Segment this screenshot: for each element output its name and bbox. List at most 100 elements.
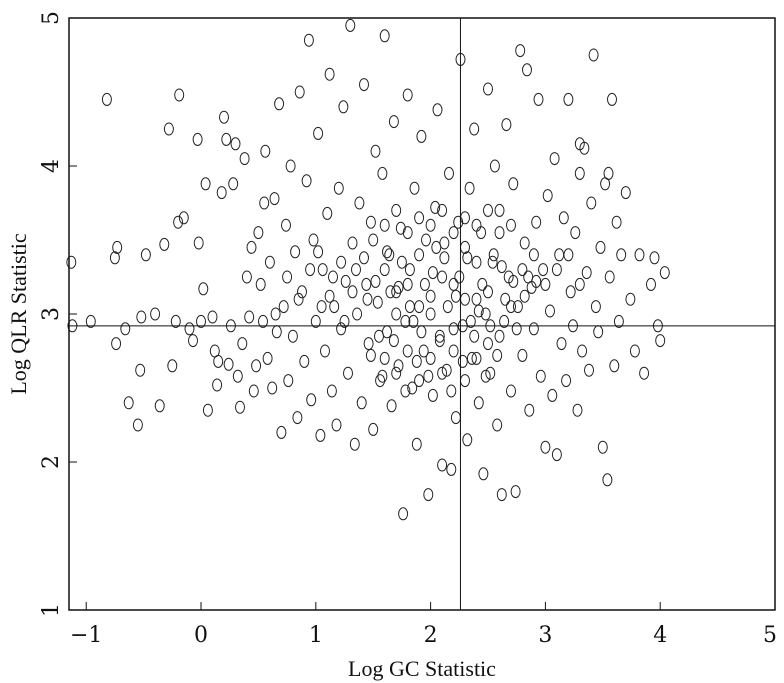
data-point [551,263,562,277]
data-point [370,274,381,288]
data-point [414,248,425,262]
data-point [611,215,622,229]
data-point [258,314,268,328]
data-point [574,277,585,291]
data-point [285,159,296,173]
data-point [427,266,438,280]
data-point [501,118,512,132]
data-point [437,203,448,217]
data-point [184,322,195,336]
data-point [135,363,146,377]
data-point [388,115,399,129]
data-point [163,122,174,136]
data-point [339,314,350,328]
data-point [414,374,425,388]
data-point [457,354,468,368]
data-point [604,270,615,284]
data-point [200,177,211,191]
data-point [66,255,77,269]
x-tick-label: 4 [653,623,667,648]
data-point [441,363,452,377]
data-point [508,177,519,191]
data-point [595,240,606,254]
data-point [167,359,178,373]
data-point [239,152,250,166]
data-point [267,381,278,395]
data-point [471,255,482,269]
data-point [391,203,402,217]
data-point [613,314,624,328]
data-point [473,396,484,410]
data-point [496,260,507,274]
data-point [563,92,574,106]
data-point [365,215,376,229]
data-point [446,384,457,398]
data-point [173,215,184,229]
data-point [278,300,289,314]
data-point [519,289,530,303]
data-point [370,144,381,158]
data-point [328,270,338,284]
data-point [597,440,608,454]
data-point [480,369,491,383]
data-point [586,196,597,210]
data-point [421,233,431,247]
data-point [563,248,574,262]
data-point [517,348,528,362]
data-point [112,240,123,254]
data-point [140,248,151,262]
data-point [219,110,229,124]
data-point [400,384,411,398]
data-point [471,292,482,306]
y-tick-label: 1 [39,603,64,617]
data-point [329,300,340,314]
data-point [248,384,259,398]
data-point [496,488,507,502]
y-axis-label: Log QLR Statistic [6,233,31,395]
data-point [345,18,356,32]
data-point [361,277,372,291]
data-point [425,218,436,232]
data-point [494,203,505,217]
data-point [188,334,198,348]
data-point [639,366,650,380]
data-point [448,322,459,336]
x-axis-label: Log GC Statistic [348,656,496,681]
data-point [473,304,484,318]
data-point [299,354,310,368]
x-tick-label: 1 [309,623,323,648]
data-point [393,280,404,294]
data-point [464,181,475,195]
data-point [517,263,528,277]
data-point [448,226,459,240]
data-point [404,263,415,277]
data-point [264,255,275,269]
data-point [506,300,516,314]
data-point [476,226,487,240]
data-point [396,255,407,269]
data-point [282,270,293,284]
data-point [425,307,436,321]
data-point [290,245,301,259]
data-point [382,245,392,259]
data-point [528,248,539,262]
x-tick-label: −1 [70,623,102,648]
data-point [101,92,112,106]
data-point [512,300,523,314]
data-point [221,132,232,146]
y-tick-label: 5 [39,11,64,25]
data-point [232,369,243,383]
data-point [400,314,411,328]
data-point [262,351,273,365]
data-point [448,344,459,358]
data-point [316,300,327,314]
data-point [395,221,406,235]
data-point [574,166,585,180]
data-point [462,251,473,265]
data-point [178,211,189,225]
data-point [540,440,551,454]
data-point [506,384,516,398]
x-tick-label: 0 [194,623,208,648]
data-point [515,44,526,58]
